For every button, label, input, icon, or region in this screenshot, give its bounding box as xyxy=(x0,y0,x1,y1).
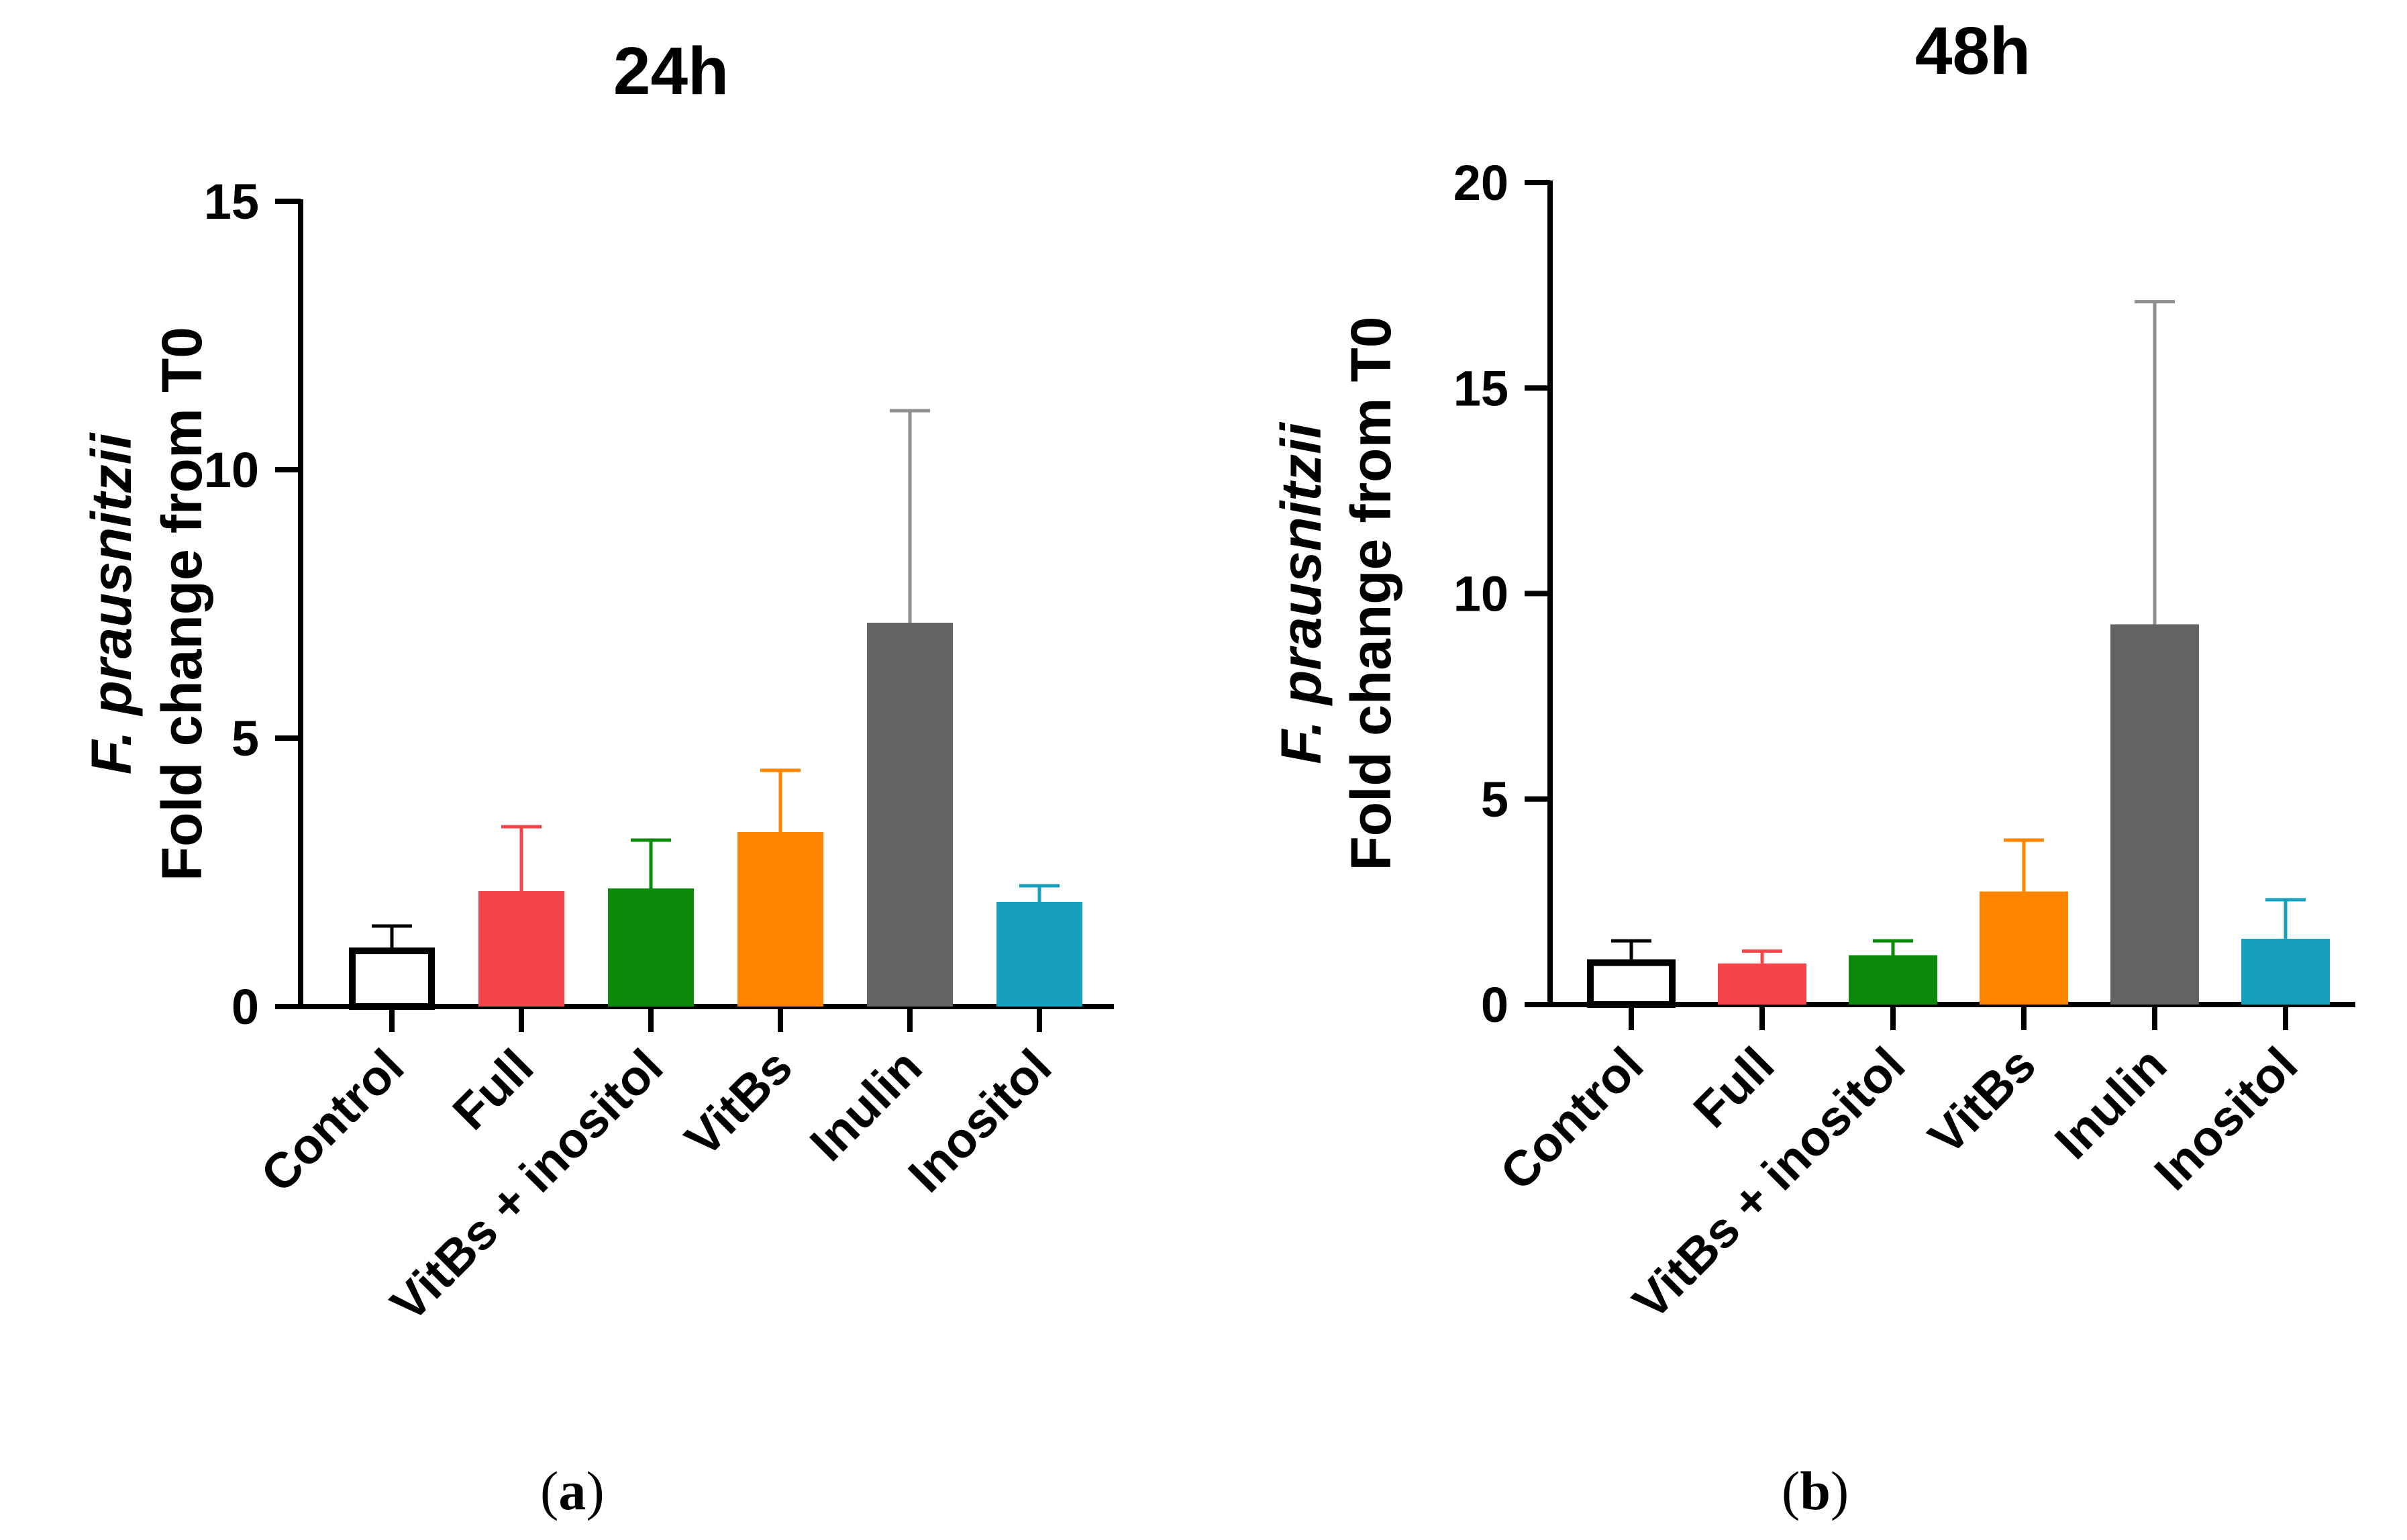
bar-b-5 xyxy=(2241,939,2330,1005)
bar-b-4 xyxy=(2110,624,2199,1005)
chart-svg-b: 48h F. prausnitzii Fold change from T0 0 5 10… xyxy=(1270,13,2355,1330)
y-tick-label-a-0: 0 xyxy=(232,979,259,1035)
y-tick-label-b-0: 0 xyxy=(1481,977,1508,1033)
bar-a-5 xyxy=(996,902,1082,1007)
bar-b-3 xyxy=(1980,891,2068,1005)
x-tick-label-a-1: Full xyxy=(442,1039,544,1141)
x-tick-label-b-3: VitBs xyxy=(1918,1037,2047,1166)
y-tick-label-b-1: 5 xyxy=(1481,772,1508,827)
panel-label-a: (a) xyxy=(540,1460,605,1521)
x-tick-label-b-1: Full xyxy=(1683,1037,1785,1139)
chart-panel-a: 24h F. prausnitzii Fold change from T0 0 5 10… xyxy=(0,0,1201,1540)
bar-b-0 xyxy=(1587,959,1676,1008)
y-tick-label-a-3: 15 xyxy=(204,174,259,229)
chart-svg-a: 24h F. prausnitzii Fold change from T0 0 5 10… xyxy=(80,34,1114,1332)
x-tick-label-a-0: Control xyxy=(250,1039,415,1203)
bar-b-2 xyxy=(1849,955,1937,1005)
bar-a-3 xyxy=(737,832,823,1007)
y-tick-label-a-1: 5 xyxy=(232,711,259,766)
bar-a-2 xyxy=(608,888,694,1007)
y-axis-label-b: Fold change from T0 xyxy=(1339,316,1402,870)
bar-a-4 xyxy=(867,623,953,1007)
y-axis-label-italic-b: F. prausnitzii xyxy=(1270,421,1333,764)
y-axis-label-italic-a: F. prausnitzii xyxy=(80,432,143,774)
x-tick-label-a-3: VitBs xyxy=(674,1039,803,1168)
y-tick-label-a-2: 10 xyxy=(204,442,259,498)
chart-title-b: 48h xyxy=(1915,13,2031,89)
chart-panel-b: 48h F. prausnitzii Fold change from T0 0 5 10… xyxy=(1201,0,2402,1540)
panel-label-b: (b) xyxy=(1782,1460,1849,1521)
bar-a-1 xyxy=(478,891,564,1007)
bar-a-0 xyxy=(349,947,435,1010)
y-tick-label-b-4: 20 xyxy=(1453,155,1508,211)
chart-title-a: 24h xyxy=(613,34,729,109)
y-axis-label-a: Fold change from T0 xyxy=(150,327,213,881)
y-tick-label-b-3: 15 xyxy=(1453,360,1508,416)
x-tick-label-a-5: Inositol xyxy=(898,1039,1062,1203)
x-tick-label-b-0: Control xyxy=(1490,1037,1654,1201)
y-tick-label-b-2: 10 xyxy=(1453,566,1508,622)
bar-b-1 xyxy=(1718,963,1806,1005)
x-tick-label-b-5: Inositol xyxy=(2144,1037,2308,1201)
